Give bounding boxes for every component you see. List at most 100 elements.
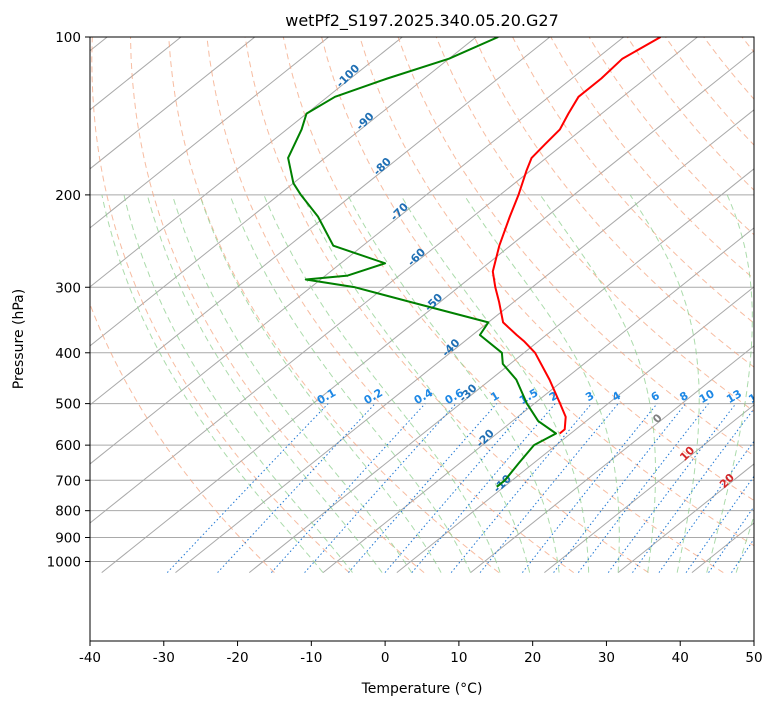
isotherm-line	[322, 227, 754, 574]
temperature-profile	[491, 37, 662, 435]
moist-adiabat-line	[171, 194, 413, 573]
isotherm-label: -10	[491, 472, 514, 495]
x-tick-label: 10	[450, 650, 467, 666]
mixing-ratio-label: 6	[649, 389, 662, 404]
isotherm-line	[90, 37, 403, 288]
dry-adiabat-line	[626, 37, 754, 191]
isotherm-label-warm: 30	[760, 495, 775, 515]
mixing-ratio-line	[450, 403, 592, 573]
y-tick-label: 1000	[47, 555, 81, 571]
isotherm-label: -90	[353, 109, 376, 132]
y-tick-label: 500	[55, 397, 81, 413]
moist-adiabat-line	[766, 195, 775, 573]
mixing-ratio-line	[607, 403, 737, 573]
moist-adiabat-line	[123, 194, 353, 573]
dry-adiabat-line	[321, 37, 754, 547]
x-tick-label: 40	[672, 650, 689, 666]
dry-adiabat-line	[397, 37, 754, 457]
isotherm-line	[766, 37, 775, 573]
x-tick-label: 50	[745, 650, 762, 666]
dry-adiabat-line	[91, 37, 350, 573]
mixing-ratio-label: 4	[610, 389, 623, 404]
y-tick-label: 300	[55, 280, 81, 296]
mixing-ratio-line	[731, 538, 754, 573]
isotherm-line	[90, 37, 329, 229]
moist-adiabat-line	[463, 194, 620, 573]
mixing-ratio-label: 8	[677, 389, 690, 404]
dry-adiabat-line	[282, 37, 724, 574]
x-tick-label: -40	[79, 650, 101, 666]
background-lines	[90, 37, 775, 574]
isotherm-label: -30	[456, 381, 479, 404]
moist-adiabat-line	[347, 194, 560, 573]
moist-adiabat-line	[229, 194, 472, 573]
y-tick-label: 700	[55, 473, 81, 489]
x-axis-label: Temperature (°C)	[361, 681, 483, 697]
isotherm-label: -80	[371, 155, 394, 178]
dry-adiabat-line	[512, 37, 754, 324]
isotherm-line	[90, 37, 551, 406]
dry-adiabat-line	[130, 37, 425, 573]
mixing-ratio-label: 16	[746, 387, 766, 406]
mixing-ratio-line	[348, 403, 498, 573]
dry-adiabat-line	[703, 37, 754, 100]
mixing-ratio-line	[479, 403, 619, 573]
isotherm-line	[90, 37, 477, 347]
isotherm-line	[396, 286, 754, 574]
mixing-ratio-label: 20	[771, 387, 775, 406]
x-tick-label: 30	[598, 650, 615, 666]
moist-adiabat-line	[735, 514, 754, 573]
x-tick-label: -20	[227, 650, 249, 666]
mixing-ratio-line	[384, 403, 531, 573]
y-tick-label: 900	[55, 531, 81, 547]
moist-adiabat-line	[199, 194, 442, 573]
isotherm-label: -60	[405, 245, 428, 268]
dew-point-profile	[287, 37, 557, 488]
isotherm-line	[248, 168, 754, 574]
isotherm-line	[90, 37, 624, 465]
mixing-ratio-line	[522, 403, 658, 573]
dry-adiabat-line	[435, 37, 754, 412]
dry-adiabat-line	[90, 302, 275, 573]
y-tick-label: 200	[55, 188, 81, 204]
moist-adiabat-line	[302, 194, 531, 573]
moist-adiabat-line	[539, 194, 656, 573]
axes: -40 -30 -20 -10 0 10 20 30 40 5010009008007006005…	[47, 30, 763, 666]
dry-adiabat-line	[550, 37, 754, 280]
isoline-labels: 0.10.20.40.611.52346810131620253036-100-…	[315, 61, 775, 515]
y-tick-label: 100	[55, 30, 81, 46]
isotherm-line	[617, 463, 754, 574]
plot-frame	[89, 36, 755, 642]
mixing-ratio-line	[685, 475, 754, 573]
mixing-ratio-line	[271, 403, 426, 573]
profiles	[287, 37, 662, 488]
isotherm-line	[90, 37, 698, 524]
dry-adiabat-line	[359, 37, 754, 502]
x-tick-label: 20	[524, 650, 541, 666]
y-tick-label: 400	[55, 346, 81, 362]
y-tick-label: 600	[55, 438, 81, 454]
dry-adiabat-line	[665, 37, 754, 146]
x-tick-label: -10	[300, 650, 322, 666]
isotherm-label: -20	[474, 427, 497, 450]
x-tick-label: 0	[381, 650, 390, 666]
mixing-ratio-line	[217, 403, 376, 573]
mixing-ratio-line	[708, 505, 754, 573]
dry-adiabat-line	[473, 37, 754, 368]
chart-title: wetPf2_S197.2025.340.05.20.G27	[285, 11, 559, 31]
isotherm-label: -100	[334, 61, 363, 90]
moist-adiabat-line	[629, 194, 700, 573]
mixing-ratio-label: 3	[583, 389, 596, 404]
isotherm-line	[101, 50, 754, 574]
isotherm-line	[175, 109, 754, 574]
isotherm-line	[544, 404, 754, 574]
moist-adiabat-line	[263, 194, 501, 573]
isotherm-line	[470, 345, 754, 574]
isotherm-label-warm: 10	[677, 444, 697, 464]
moist-adiabat-line	[101, 194, 324, 573]
mixing-ratio-line	[166, 403, 329, 573]
moist-adiabat-line	[400, 194, 590, 573]
dry-adiabat-line	[244, 37, 649, 574]
x-tick-label: -30	[153, 650, 175, 666]
